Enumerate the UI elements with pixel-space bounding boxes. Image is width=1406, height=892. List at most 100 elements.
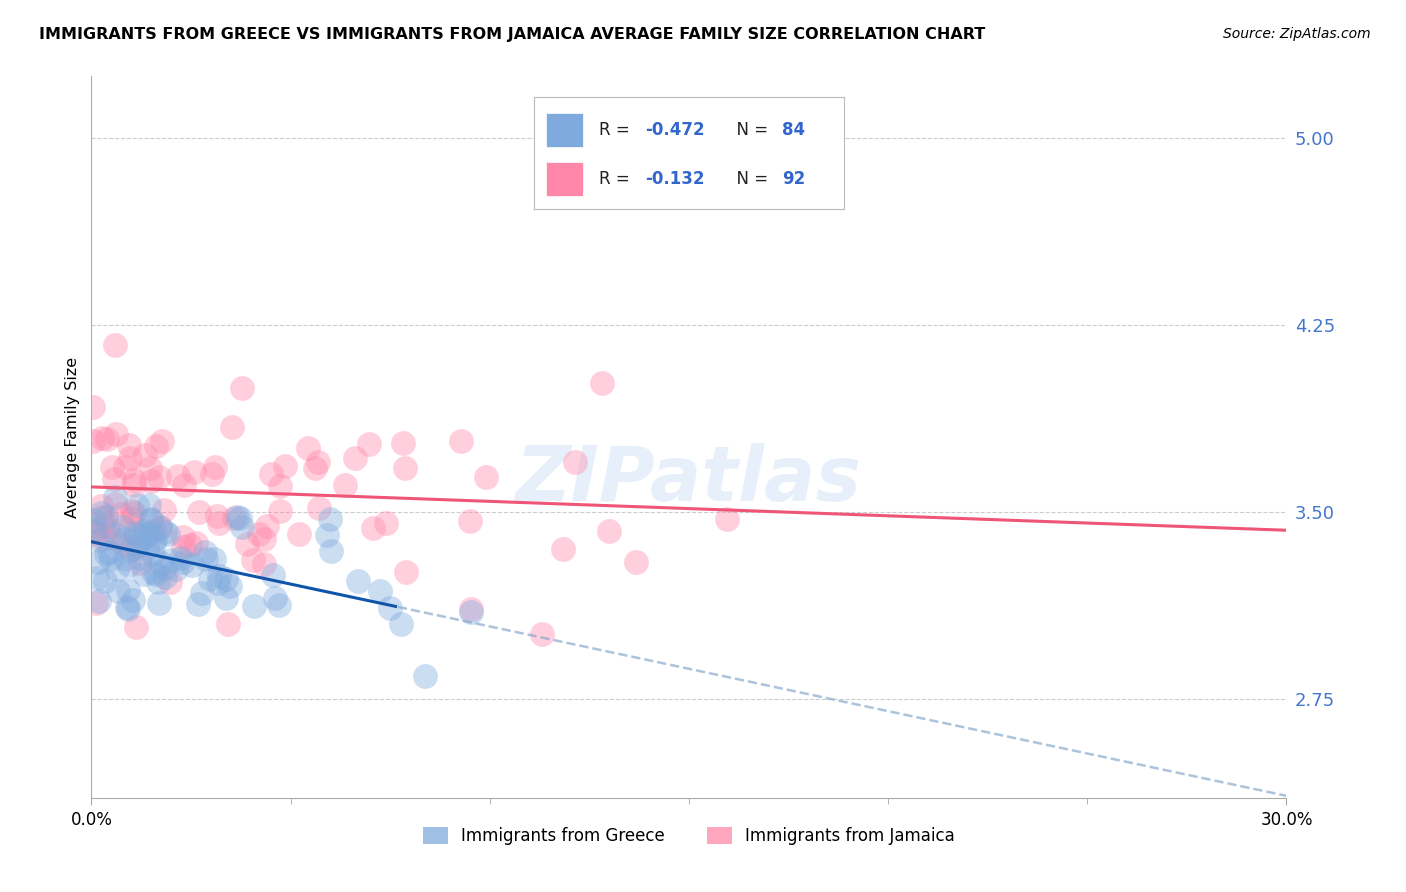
Point	[392, 436, 415, 450]
Point	[143, 523, 166, 537]
Point	[120, 542, 142, 557]
Point	[145, 439, 167, 453]
Point	[143, 532, 166, 546]
Point	[112, 532, 135, 546]
Point	[145, 566, 167, 581]
Point	[134, 566, 156, 581]
Point	[194, 552, 217, 566]
Point	[333, 478, 356, 492]
Point	[148, 596, 170, 610]
Point	[551, 541, 574, 556]
Point	[89, 533, 111, 547]
Point	[184, 536, 207, 550]
Point	[139, 475, 162, 489]
Point	[134, 524, 156, 538]
Point	[122, 473, 145, 487]
Point	[378, 600, 401, 615]
Point	[167, 469, 190, 483]
Point	[127, 539, 149, 553]
Point	[343, 451, 366, 466]
Point	[149, 556, 172, 570]
Point	[170, 550, 193, 565]
Point	[118, 558, 141, 572]
Point	[242, 599, 264, 614]
Point	[269, 598, 291, 612]
Point	[274, 459, 297, 474]
Point	[94, 547, 117, 561]
Point	[117, 438, 139, 452]
Y-axis label: Average Family Size: Average Family Size	[65, 357, 80, 517]
Point	[153, 525, 176, 540]
Point	[96, 432, 118, 446]
Point	[183, 465, 205, 479]
Point	[269, 504, 291, 518]
Point	[82, 524, 104, 538]
Point	[105, 426, 128, 441]
Point	[112, 537, 135, 551]
Point	[142, 565, 165, 579]
Point	[87, 594, 110, 608]
Point	[101, 459, 124, 474]
Point	[173, 478, 195, 492]
Point	[253, 557, 276, 571]
Point	[82, 401, 104, 415]
Point	[94, 574, 117, 588]
Point	[204, 459, 226, 474]
Point	[89, 499, 111, 513]
Point	[215, 572, 238, 586]
Point	[231, 381, 253, 395]
Point	[172, 555, 194, 569]
Point	[222, 511, 245, 525]
Point	[149, 521, 172, 535]
Point	[91, 519, 114, 533]
Point	[87, 555, 110, 569]
Point	[138, 461, 160, 475]
Point	[591, 376, 613, 390]
Point	[90, 506, 112, 520]
Point	[150, 434, 173, 448]
Point	[104, 338, 127, 352]
Point	[82, 434, 104, 449]
Point	[129, 556, 152, 570]
Point	[235, 536, 257, 550]
Point	[187, 598, 209, 612]
Point	[141, 525, 163, 540]
Point	[716, 512, 738, 526]
Point	[229, 510, 252, 524]
Point	[82, 526, 104, 541]
Point	[84, 596, 107, 610]
Point	[262, 568, 284, 582]
Point	[205, 508, 228, 523]
Point	[152, 503, 174, 517]
Point	[125, 527, 148, 541]
Point	[598, 524, 620, 538]
Point	[139, 512, 162, 526]
Point	[242, 553, 264, 567]
Point	[121, 504, 143, 518]
Point	[117, 582, 139, 597]
Point	[304, 461, 326, 475]
Point	[94, 509, 117, 524]
Point	[531, 627, 554, 641]
Point	[134, 530, 156, 544]
Point	[149, 520, 172, 534]
Point	[111, 520, 134, 534]
Point	[143, 536, 166, 550]
Point	[103, 471, 125, 485]
Point	[172, 540, 194, 554]
Point	[97, 520, 120, 534]
Point	[374, 516, 396, 531]
Point	[307, 455, 329, 469]
Point	[564, 455, 586, 469]
Point	[138, 498, 160, 512]
Point	[361, 520, 384, 534]
Point	[110, 507, 132, 521]
Point	[155, 570, 177, 584]
Text: IMMIGRANTS FROM GREECE VS IMMIGRANTS FROM JAMAICA AVERAGE FAMILY SIZE CORRELATIO: IMMIGRANTS FROM GREECE VS IMMIGRANTS FRO…	[39, 27, 986, 42]
Point	[124, 525, 146, 540]
Point	[127, 529, 149, 543]
Point	[226, 510, 249, 524]
Point	[458, 514, 481, 528]
Point	[194, 545, 217, 559]
Point	[121, 542, 143, 557]
